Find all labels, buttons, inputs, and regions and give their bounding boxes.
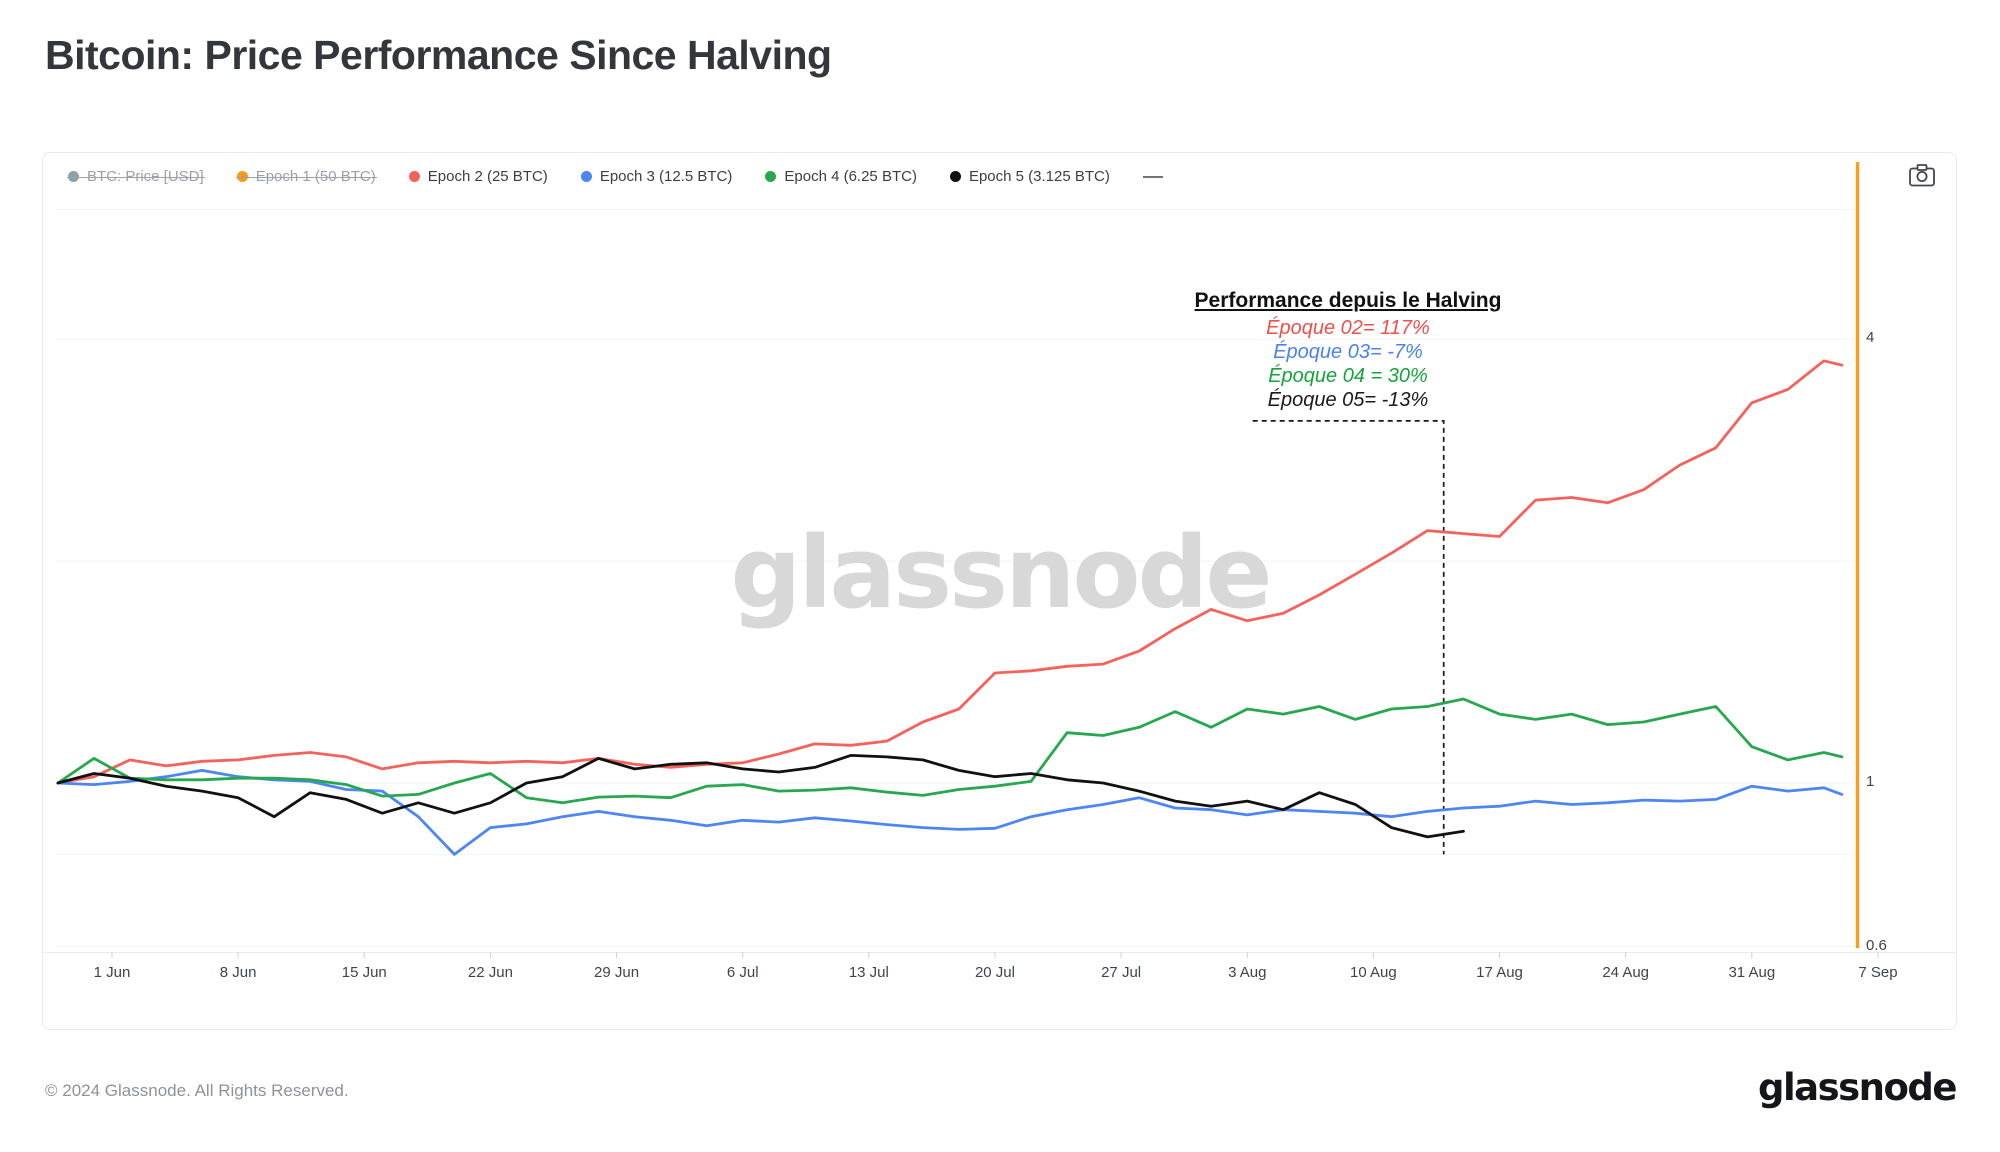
copyright-text: © 2024 Glassnode. All Rights Reserved. (45, 1081, 349, 1100)
series-line-epoch-2-25-btc (56, 359, 1844, 785)
legend-dot-icon (580, 171, 592, 182)
x-axis-label: 22 Jun (467, 964, 513, 981)
x-axis-label: 3 Aug (1228, 964, 1267, 981)
x-axis-label: 10 Aug (1350, 964, 1397, 981)
legend-label: Epoch 3 (12.5 BTC) (599, 168, 733, 185)
legend-line-marker[interactable] (1142, 175, 1163, 178)
y-axis-label: 1 (1866, 773, 1875, 790)
camera-icon (1909, 164, 1935, 187)
x-axis-label: 13 Jul (848, 964, 889, 981)
legend-dot-icon (68, 171, 79, 182)
legend-dot-icon (408, 171, 420, 182)
legend-label: Epoch 5 (3.125 BTC) (968, 168, 1110, 185)
annotation-epoch4-value: Époque 04 = 30% (1268, 365, 1428, 387)
legend-label: Epoch 1 (50 BTC) (255, 168, 376, 185)
legend-item[interactable]: Epoch 2 (25 BTC) (408, 168, 548, 185)
x-axis-label: 1 Jun (93, 964, 131, 981)
x-axis-label: 20 Jul (974, 964, 1015, 981)
x-axis-label: 27 Jul (1101, 964, 1142, 981)
annotation-dashed-box (1252, 420, 1445, 855)
camera-button[interactable] (1908, 163, 1938, 189)
x-axis-label: 24 Aug (1602, 964, 1650, 981)
chart-legend: BTC: Price [USD] Epoch 1 (50 BTC) Epoch 2 … (67, 168, 1163, 185)
x-axis-label: 17 Aug (1476, 964, 1523, 981)
legend-label: Epoch 4 (6.25 BTC) (784, 168, 917, 185)
x-axis-label: 7 Sep (1858, 964, 1898, 981)
annotation-title: Performance depuis le Halving (1194, 289, 1502, 312)
annotation-epoch2-value: Époque 02= 117% (1266, 317, 1430, 339)
legend-item[interactable]: Epoch 3 (12.5 BTC) (580, 168, 733, 185)
legend-dot-icon (949, 171, 961, 182)
series-line-epoch-3-12-5-btc (56, 769, 1844, 856)
legend-label: BTC: Price [USD] (87, 168, 204, 185)
x-axis-label: 31 Aug (1728, 964, 1776, 981)
y-axis-label: 0.6 (1866, 936, 1887, 954)
y-axis-label: 4 (1866, 329, 1875, 347)
glassnode-logo: glassnode (1757, 1066, 1958, 1109)
glassnode-watermark: glassnode (730, 516, 1273, 631)
legend-item[interactable]: BTC: Price [USD] (67, 168, 205, 185)
series-line-epoch-4-6-25-btc (56, 697, 1844, 805)
legend-dot-icon (765, 171, 777, 182)
legend-item[interactable]: Epoch 1 (50 BTC) (235, 168, 377, 185)
x-axis-label: 15 Jun (341, 964, 387, 981)
legend-item[interactable]: Epoch 5 (3.125 BTC) (949, 168, 1110, 185)
x-axis-label: 8 Jun (219, 964, 257, 981)
annotation-epoch5-value: Époque 05= -13% (1267, 389, 1429, 411)
legend-label: Epoch 2 (25 BTC) (427, 168, 548, 185)
x-axis-label: 29 Jun (594, 964, 640, 981)
chart-card (42, 152, 1957, 1030)
legend-item[interactable]: Epoch 4 (6.25 BTC) (765, 168, 917, 185)
annotation-epoch3-value: Époque 03= -7% (1273, 341, 1423, 363)
series-line-epoch-5-3-125-btc (56, 754, 1465, 839)
performance-annotation: Performance depuis le Halving Époque 02=… (1148, 289, 1548, 412)
page-title: Bitcoin: Price Performance Since Halving (45, 32, 832, 78)
x-axis-label: 6 Jul (726, 964, 759, 981)
legend-dot-icon (236, 171, 248, 182)
